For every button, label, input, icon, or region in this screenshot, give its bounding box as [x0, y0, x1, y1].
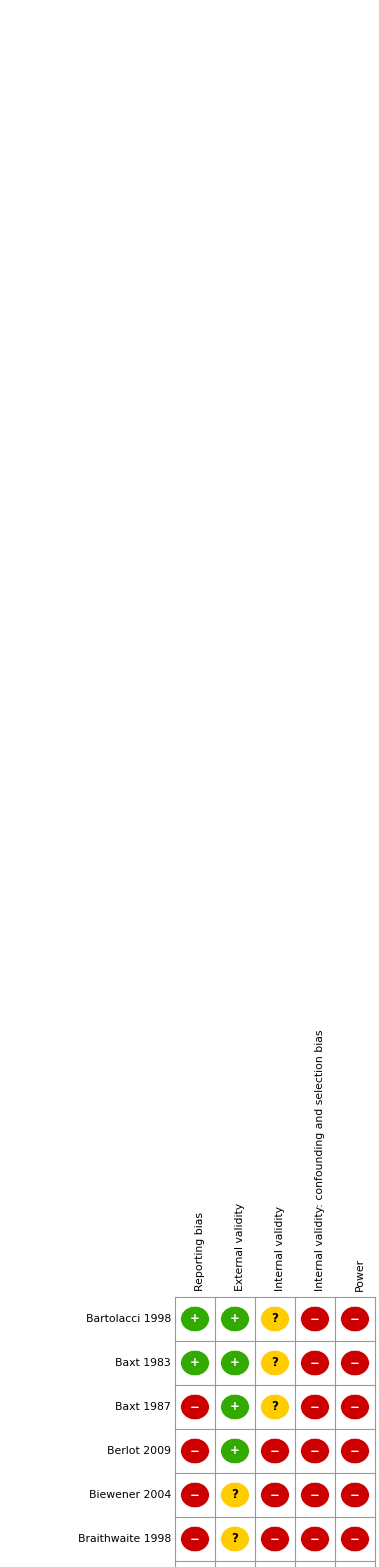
Text: Berlot 2009: Berlot 2009: [107, 1446, 171, 1456]
Ellipse shape: [341, 1526, 370, 1551]
Text: −: −: [310, 1533, 320, 1545]
Text: Baxt 1987: Baxt 1987: [115, 1402, 171, 1412]
Ellipse shape: [261, 1395, 290, 1420]
Text: −: −: [350, 1357, 360, 1370]
Ellipse shape: [181, 1307, 210, 1332]
Ellipse shape: [261, 1307, 290, 1332]
Text: −: −: [310, 1445, 320, 1457]
Text: −: −: [350, 1533, 360, 1545]
Ellipse shape: [301, 1439, 329, 1464]
Text: −: −: [190, 1445, 200, 1457]
Text: −: −: [270, 1445, 280, 1457]
Text: −: −: [190, 1533, 200, 1545]
Text: +: +: [230, 1445, 240, 1457]
Text: ?: ?: [232, 1489, 238, 1501]
Ellipse shape: [261, 1351, 290, 1376]
Ellipse shape: [181, 1526, 210, 1551]
Text: Power: Power: [355, 1258, 365, 1291]
Text: −: −: [310, 1313, 320, 1326]
Text: Baxt 1983: Baxt 1983: [115, 1359, 171, 1368]
Text: +: +: [190, 1313, 200, 1326]
Ellipse shape: [341, 1395, 370, 1420]
Ellipse shape: [301, 1351, 329, 1376]
Text: −: −: [310, 1357, 320, 1370]
Text: External validity: External validity: [235, 1203, 245, 1291]
Text: −: −: [310, 1401, 320, 1413]
Ellipse shape: [221, 1395, 249, 1420]
Text: −: −: [310, 1489, 320, 1501]
Text: −: −: [190, 1401, 200, 1413]
Text: −: −: [350, 1445, 360, 1457]
Text: −: −: [270, 1489, 280, 1501]
Text: +: +: [230, 1401, 240, 1413]
Text: −: −: [270, 1533, 280, 1545]
Ellipse shape: [181, 1439, 210, 1464]
Text: ?: ?: [272, 1401, 279, 1413]
Ellipse shape: [221, 1482, 249, 1507]
Ellipse shape: [181, 1482, 210, 1507]
Text: Braithwaite 1998: Braithwaite 1998: [78, 1534, 171, 1543]
Ellipse shape: [221, 1526, 249, 1551]
Text: +: +: [190, 1357, 200, 1370]
Ellipse shape: [261, 1526, 290, 1551]
Ellipse shape: [261, 1439, 290, 1464]
Ellipse shape: [341, 1307, 370, 1332]
Text: Reporting bias: Reporting bias: [195, 1211, 205, 1291]
Ellipse shape: [341, 1482, 370, 1507]
Ellipse shape: [341, 1439, 370, 1464]
Text: Bartolacci 1998: Bartolacci 1998: [86, 1315, 171, 1324]
Ellipse shape: [221, 1307, 249, 1332]
Ellipse shape: [301, 1307, 329, 1332]
Text: Internal validity: Internal validity: [275, 1207, 285, 1291]
Text: −: −: [350, 1313, 360, 1326]
Ellipse shape: [301, 1526, 329, 1551]
Ellipse shape: [181, 1351, 210, 1376]
Ellipse shape: [261, 1482, 290, 1507]
Ellipse shape: [301, 1395, 329, 1420]
Ellipse shape: [221, 1439, 249, 1464]
Text: Internal validity: confounding and selection bias: Internal validity: confounding and selec…: [315, 1030, 325, 1291]
Ellipse shape: [301, 1482, 329, 1507]
Ellipse shape: [221, 1351, 249, 1376]
Text: ?: ?: [272, 1313, 279, 1326]
Text: ?: ?: [232, 1533, 238, 1545]
Text: +: +: [230, 1357, 240, 1370]
Text: +: +: [230, 1313, 240, 1326]
Ellipse shape: [181, 1395, 210, 1420]
Text: ?: ?: [272, 1357, 279, 1370]
Text: −: −: [190, 1489, 200, 1501]
Text: −: −: [350, 1489, 360, 1501]
Text: Biewener 2004: Biewener 2004: [89, 1490, 171, 1500]
Text: −: −: [350, 1401, 360, 1413]
Ellipse shape: [341, 1351, 370, 1376]
